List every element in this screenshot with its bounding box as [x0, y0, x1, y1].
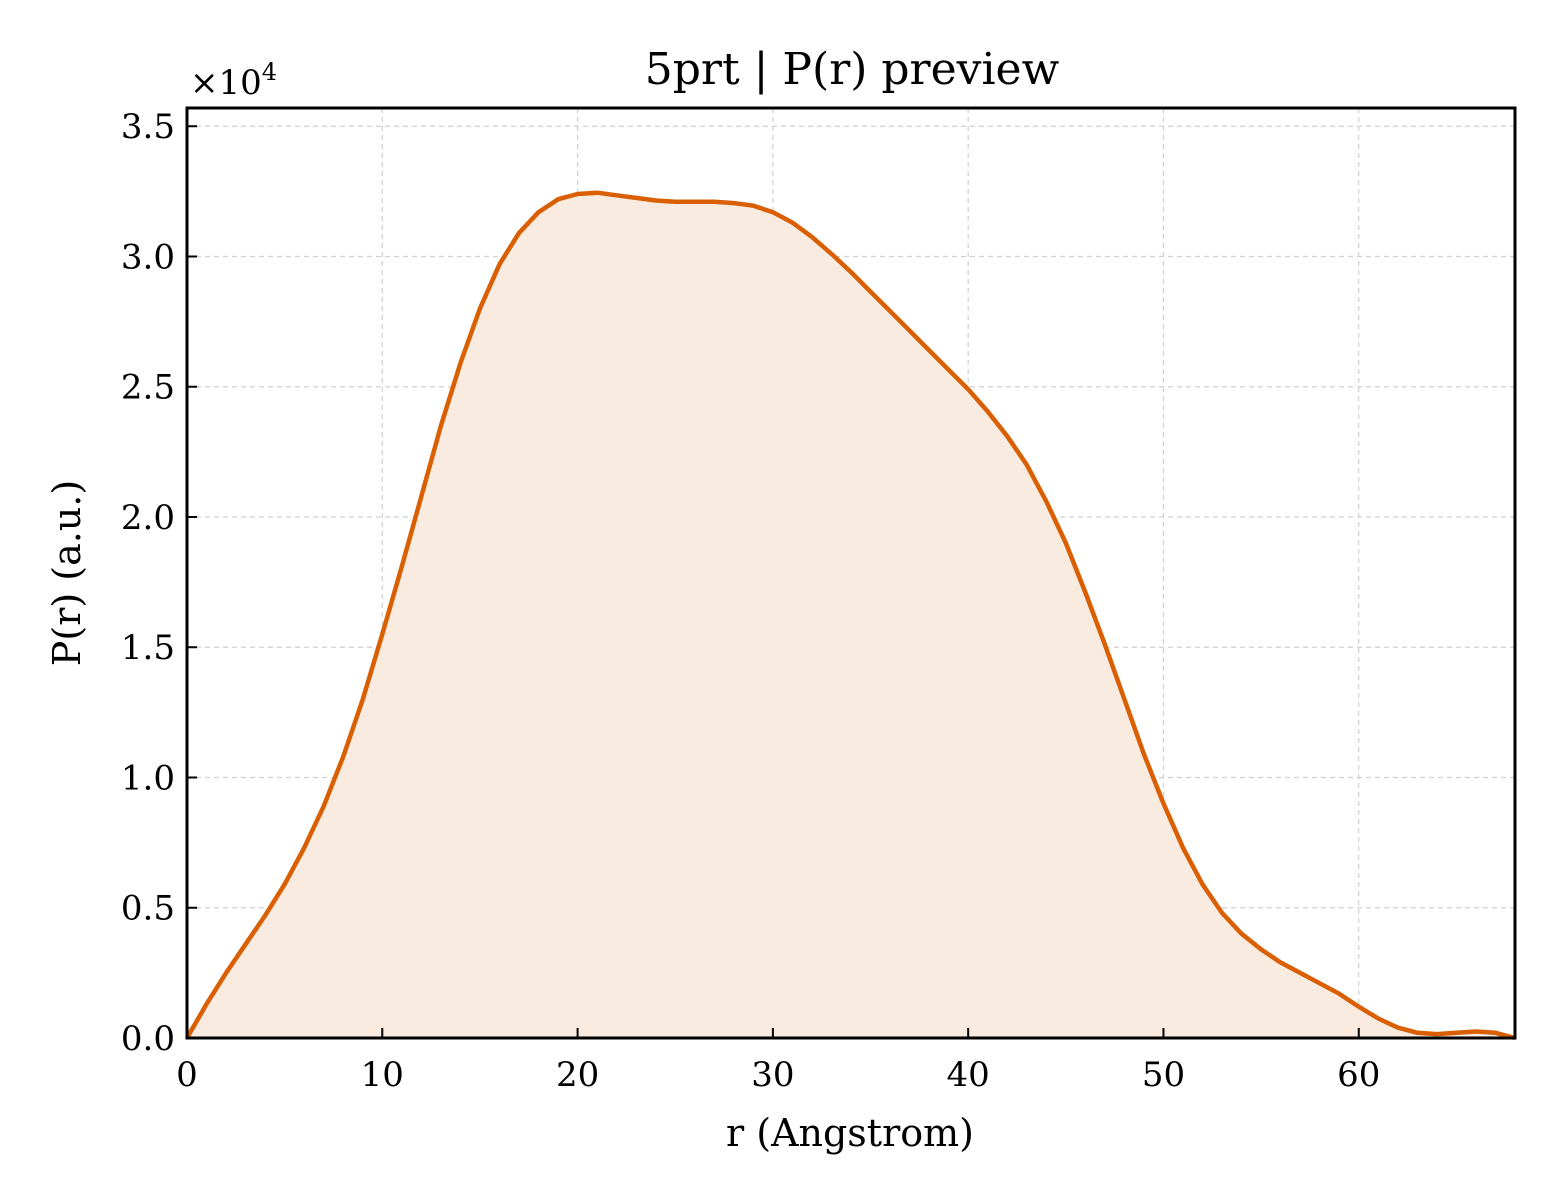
y-multiplier-base: ×10: [190, 63, 262, 103]
x-tick-label: 50: [1142, 1055, 1185, 1095]
y-tick-label: 1.5: [121, 628, 175, 668]
x-axis-label: r (Angstrom): [726, 1111, 974, 1155]
y-tick-label: 2.5: [121, 368, 175, 408]
y-multiplier-exponent: 4: [262, 58, 277, 86]
y-axis-ticks: 0.0 0.5 1.0 1.5 2.0 2.5 3.0 3.5: [121, 107, 197, 1059]
x-tick-label: 20: [556, 1055, 599, 1095]
y-tick-label: 0.5: [121, 889, 175, 929]
x-tick-label: 30: [751, 1055, 794, 1095]
pr-area-fill: [187, 192, 1515, 1038]
x-tick-label: 10: [361, 1055, 404, 1095]
pr-series-line: [185, 190, 1516, 1041]
chart-title: 5prt | P(r) preview: [645, 44, 1060, 95]
plot-frame: [185, 106, 1517, 1040]
x-tick-label: 40: [947, 1055, 990, 1095]
x-axis-ticks: 0 10 20 30 40 50 60: [176, 1028, 1380, 1095]
y-tick-label: 3.5: [121, 107, 175, 147]
x-tick-label: 60: [1337, 1055, 1380, 1095]
y-tick-label: 0.0: [121, 1019, 175, 1059]
y-tick-label: 3.0: [121, 237, 175, 277]
y-multiplier: ×104: [190, 58, 277, 103]
x-tick-label: 0: [176, 1055, 198, 1095]
y-tick-label: 1.0: [121, 758, 175, 798]
y-tick-label: 2.0: [121, 498, 175, 538]
y-axis-label: P(r) (a.u.): [45, 480, 89, 666]
